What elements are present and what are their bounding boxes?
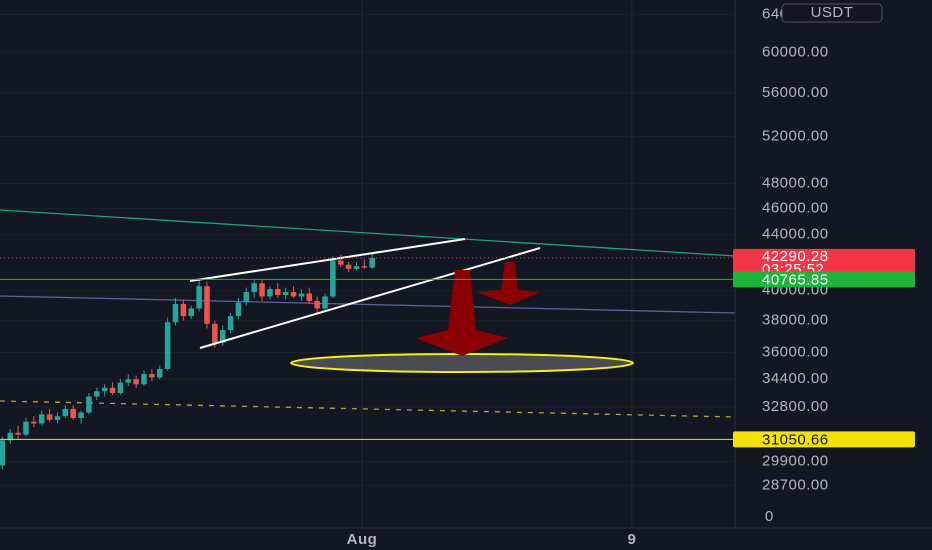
candle-body bbox=[164, 322, 171, 370]
price-badge-label: 31050.66 bbox=[762, 431, 829, 448]
candle-body bbox=[306, 293, 313, 301]
candle-body bbox=[156, 369, 163, 378]
candle-body bbox=[78, 412, 84, 418]
candle-body bbox=[219, 330, 226, 343]
candle-body bbox=[282, 292, 289, 295]
channel-line bbox=[199, 247, 541, 349]
y-tick-label: 46000.00 bbox=[762, 199, 829, 216]
candle-body bbox=[70, 408, 76, 418]
candle-body bbox=[337, 260, 344, 265]
y-tick-label: 44000.00 bbox=[762, 226, 829, 243]
candle-body bbox=[345, 264, 352, 269]
y-tick-label: 56000.00 bbox=[762, 84, 829, 101]
candle-body bbox=[125, 379, 132, 383]
down-arrow bbox=[416, 270, 508, 356]
price-badge-label: 42290.28 bbox=[762, 248, 829, 265]
price-badge bbox=[733, 271, 915, 288]
candle-body bbox=[243, 292, 250, 303]
candle-body bbox=[322, 296, 328, 309]
price-badge-label: 40765.85 bbox=[762, 271, 829, 288]
y-tick-label: 28700.00 bbox=[762, 477, 829, 494]
candle-body bbox=[330, 260, 336, 297]
candle-body bbox=[180, 303, 187, 317]
candle-body bbox=[267, 289, 273, 297]
y-tick-label: 48000.00 bbox=[762, 174, 829, 191]
candle-body bbox=[290, 292, 297, 297]
y-tick-label: 60000.00 bbox=[762, 43, 829, 60]
candle-body bbox=[141, 374, 147, 385]
channel-line bbox=[189, 238, 466, 282]
y-tick-label: 29900.00 bbox=[762, 452, 829, 469]
candle-body bbox=[212, 323, 218, 343]
trend-line bbox=[0, 295, 736, 314]
candle-body bbox=[369, 257, 375, 268]
candle-body bbox=[109, 387, 116, 393]
candle-body bbox=[7, 432, 13, 441]
x-tick-label: 9 bbox=[627, 531, 636, 548]
down-arrow bbox=[476, 262, 540, 305]
price-badge bbox=[733, 431, 915, 448]
candle-body bbox=[227, 316, 234, 331]
candle-body bbox=[188, 308, 194, 317]
candle-body bbox=[31, 421, 37, 424]
candle-body bbox=[149, 374, 155, 378]
currency-label: USDT bbox=[811, 4, 854, 21]
candle-body bbox=[259, 283, 265, 297]
candle-body bbox=[62, 408, 69, 417]
candle-body bbox=[251, 283, 257, 293]
y-tick-label: 32800.00 bbox=[762, 398, 829, 415]
candle-body bbox=[314, 300, 320, 309]
candle-body bbox=[86, 396, 92, 413]
trend-line bbox=[0, 209, 736, 257]
candle-body bbox=[38, 414, 45, 424]
price-badge bbox=[733, 248, 915, 277]
candle-body bbox=[275, 289, 281, 295]
volume-tick-label: 0 bbox=[765, 508, 774, 525]
candle-body bbox=[46, 414, 53, 420]
candle-body bbox=[23, 421, 29, 435]
candle-body bbox=[361, 266, 368, 268]
y-tick-label: 52000.00 bbox=[762, 127, 829, 144]
candle-body bbox=[0, 440, 6, 466]
candle-body bbox=[54, 416, 61, 420]
target-ellipse bbox=[290, 353, 634, 373]
y-tick-label: 34400.00 bbox=[762, 370, 829, 387]
x-tick-label: Aug bbox=[347, 531, 378, 548]
candle-body bbox=[133, 379, 139, 385]
candle-body bbox=[204, 286, 210, 324]
grid bbox=[361, 0, 633, 528]
currency-badge bbox=[781, 3, 883, 23]
candle-body bbox=[94, 391, 100, 397]
candle-body bbox=[298, 293, 305, 297]
candle-body bbox=[235, 302, 242, 317]
y-tick-label: 38000.00 bbox=[762, 312, 829, 329]
candle-body bbox=[101, 387, 108, 392]
candle-body bbox=[196, 286, 202, 309]
candle-body bbox=[15, 432, 21, 435]
candle-body bbox=[117, 382, 124, 393]
candle-body bbox=[172, 303, 179, 323]
trend-line bbox=[0, 400, 736, 418]
candle-body bbox=[353, 266, 360, 269]
candles bbox=[0, 252, 375, 470]
y-tick-label: 36000.00 bbox=[762, 343, 829, 360]
